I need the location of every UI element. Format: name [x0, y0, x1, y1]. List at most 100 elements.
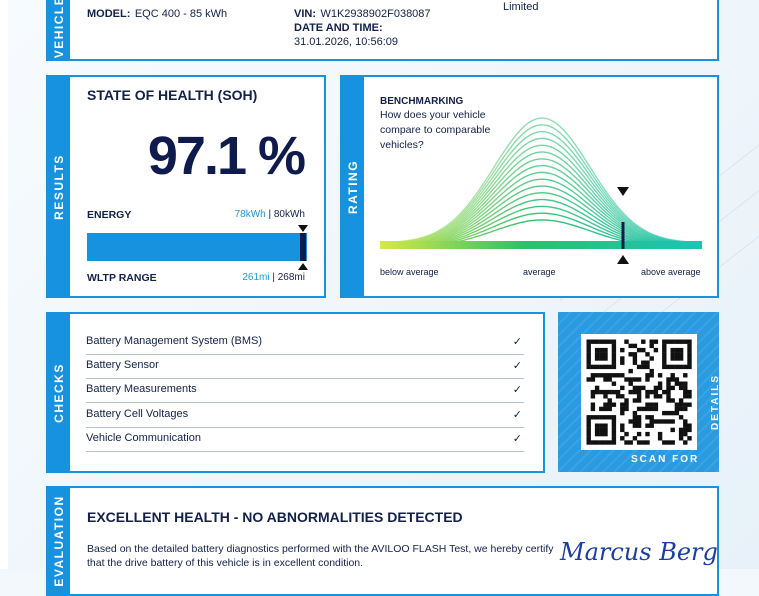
qr-module — [607, 398, 612, 403]
qr-module — [683, 389, 688, 395]
range-label: WLTP RANGE — [87, 272, 157, 284]
qr-module — [645, 360, 650, 365]
qr-module — [590, 364, 596, 370]
qr-module — [683, 373, 688, 378]
qr-code-icon[interactable] — [581, 334, 697, 450]
qr-module — [683, 431, 688, 437]
qr-module — [586, 352, 591, 357]
qr-module — [611, 389, 617, 395]
qr-module — [683, 440, 688, 445]
qr-module — [607, 440, 612, 445]
qr-module — [687, 402, 692, 407]
curve-line — [379, 165, 701, 246]
qr-module — [678, 352, 684, 357]
qr-module — [678, 436, 684, 441]
qr-module — [611, 436, 617, 441]
qr-module — [607, 364, 612, 370]
datetime-label: DATE AND TIME: — [294, 22, 383, 34]
energy-current: 78kWh — [234, 209, 266, 220]
range-current: 261mi — [242, 272, 270, 283]
qr-module — [594, 373, 600, 378]
qr-module — [687, 394, 692, 399]
range-separator: | — [269, 272, 278, 283]
qr-module — [586, 436, 591, 441]
qr-module — [611, 356, 617, 361]
qr-module — [657, 373, 663, 378]
qr-module — [662, 356, 667, 361]
qr-module — [670, 398, 675, 403]
soh-bar — [87, 233, 307, 261]
qr-module — [670, 373, 675, 378]
qr-module — [603, 377, 608, 382]
curve-line — [379, 158, 701, 246]
qr-module — [611, 415, 617, 420]
qr-module — [678, 415, 684, 420]
qr-module — [687, 347, 692, 353]
qr-module — [632, 352, 638, 357]
soh-title: STATE OF HEALTH (SOH) — [87, 87, 258, 103]
qr-module — [674, 381, 680, 386]
qr-module — [590, 440, 596, 445]
qr-module — [594, 339, 600, 344]
curve-line — [379, 178, 701, 247]
qr-module — [628, 368, 633, 374]
qr-module — [590, 389, 596, 395]
qr-module — [645, 406, 650, 412]
qr-module — [678, 364, 684, 370]
vehicle-card: VEHICLE MODEL: EQC 400 - 85 kWh VIN: W1K… — [46, 0, 719, 61]
qr-module — [678, 402, 684, 407]
qr-module — [603, 406, 608, 412]
qr-module — [594, 385, 600, 391]
qr-module — [674, 347, 680, 353]
qr-module — [636, 440, 642, 445]
axis-above-average: above average — [641, 267, 701, 277]
qr-module — [636, 385, 642, 391]
qr-module — [666, 381, 671, 386]
qr-module — [620, 347, 625, 353]
qr-module — [670, 427, 675, 433]
curve-line — [379, 144, 701, 245]
energy-total: 80kWh — [273, 209, 305, 220]
curve-lines — [379, 117, 702, 249]
qr-module — [594, 423, 600, 428]
qr-module — [670, 419, 675, 424]
qr-module — [599, 339, 604, 344]
qr-module — [670, 440, 675, 445]
qr-module — [645, 440, 650, 445]
qr-module — [590, 415, 596, 420]
qr-module — [603, 440, 608, 445]
qr-module — [674, 352, 680, 357]
signature: Marcus Berger — [560, 538, 718, 566]
qr-card[interactable]: SCAN FOR DETAILS — [558, 312, 721, 472]
results-card: RESULTS STATE OF HEALTH (SOH) 97.1 % ENE… — [46, 75, 326, 298]
qr-module — [687, 427, 692, 433]
qr-module — [657, 431, 663, 437]
curve-baseline — [380, 241, 702, 249]
qr-module — [586, 440, 591, 445]
qr-module — [586, 427, 591, 433]
qr-module — [632, 419, 638, 424]
qr-module — [620, 373, 625, 378]
qr-module — [636, 406, 642, 412]
qr-module — [632, 377, 638, 382]
qr-module — [599, 423, 604, 428]
qr-module — [607, 339, 612, 344]
qr-module — [653, 402, 659, 407]
qr-module — [594, 389, 600, 395]
qr-module — [599, 373, 604, 378]
qr-module — [603, 339, 608, 344]
qr-module — [678, 339, 684, 344]
details-label: DETAILS — [710, 373, 721, 430]
qr-module — [687, 436, 692, 441]
qr-module — [641, 347, 646, 353]
qr-module — [687, 343, 692, 349]
qr-module — [670, 377, 675, 382]
soh-marker-bottom-icon — [298, 263, 308, 270]
qr-module — [599, 356, 604, 361]
qr-module — [687, 389, 692, 395]
qr-module — [636, 394, 642, 399]
qr-module — [649, 423, 654, 428]
qr-module — [586, 364, 591, 370]
qr-module — [590, 406, 596, 412]
qr-module — [683, 402, 688, 407]
